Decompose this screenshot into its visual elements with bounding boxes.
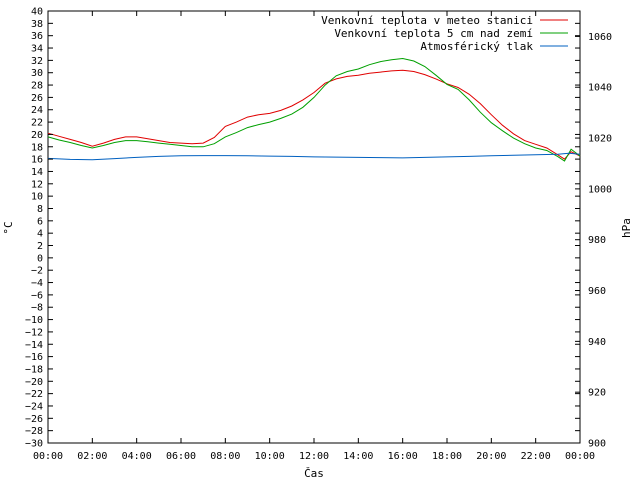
x-tick-label: 10:00 — [255, 451, 285, 462]
y-tick-label: 12 — [31, 179, 43, 190]
y-tick-label: 8 — [37, 204, 43, 215]
y-tick-label: 38 — [31, 19, 43, 30]
y-tick-label: −6 — [31, 290, 43, 301]
x-tick-label: 00:00 — [565, 451, 595, 462]
x-tick-label: 22:00 — [521, 451, 551, 462]
y-tick-label: −14 — [25, 340, 43, 351]
y-tick-label: 22 — [31, 118, 43, 129]
axis-ticks: 4038363432302826242220181614121086420−2−… — [25, 7, 612, 463]
y-tick-label: 0 — [37, 253, 43, 264]
y-tick-label: 18 — [31, 142, 43, 153]
x-tick-label: 18:00 — [432, 451, 462, 462]
x-tick-label: 02:00 — [77, 451, 107, 462]
legend-label: Venkovní teplota v meteo stanici — [321, 14, 533, 27]
x-tick-label: 16:00 — [388, 451, 418, 462]
y-tick-label: −12 — [25, 327, 43, 338]
y-tick-label: −4 — [31, 278, 43, 289]
y-tick-label: −28 — [25, 426, 43, 437]
y-tick-label: 4 — [37, 229, 43, 240]
y-tick-label: 34 — [31, 44, 43, 55]
y2-axis-title: hPa — [620, 218, 633, 238]
y-tick-label: −22 — [25, 389, 43, 400]
series-line-3 — [47, 152, 581, 161]
y2-tick-label: 920 — [588, 388, 606, 399]
x-tick-label: 04:00 — [122, 451, 152, 462]
y-tick-label: 2 — [37, 241, 43, 252]
y-tick-label: 6 — [37, 216, 43, 227]
y-tick-label: 30 — [31, 68, 43, 79]
y2-tick-label: 980 — [588, 235, 606, 246]
x-tick-label: 20:00 — [476, 451, 506, 462]
y2-tick-label: 1060 — [588, 32, 612, 43]
y-tick-label: −18 — [25, 364, 43, 375]
y2-tick-label: 960 — [588, 286, 606, 297]
y2-tick-label: 1040 — [588, 83, 612, 94]
y-tick-label: −8 — [31, 303, 43, 314]
y-tick-label: −16 — [25, 352, 43, 363]
y-tick-label: 28 — [31, 81, 43, 92]
series-line-1 — [47, 69, 581, 160]
y2-tick-label: 1020 — [588, 134, 612, 145]
x-tick-label: 00:00 — [33, 451, 63, 462]
x-tick-label: 14:00 — [343, 451, 373, 462]
y-tick-label: −24 — [25, 401, 43, 412]
y2-tick-label: 940 — [588, 337, 606, 348]
legend-label: Atmosférický tlak — [420, 40, 533, 53]
y-tick-label: −30 — [25, 439, 43, 450]
y-tick-label: 26 — [31, 93, 43, 104]
y-tick-label: 20 — [31, 130, 43, 141]
y2-tick-label: 1000 — [588, 184, 612, 195]
x-tick-label: 12:00 — [299, 451, 329, 462]
series-line-2 — [47, 57, 581, 162]
x-tick-label: 06:00 — [166, 451, 196, 462]
y-tick-label: 36 — [31, 31, 43, 42]
series-lines — [47, 57, 581, 162]
y-tick-label: 14 — [31, 167, 43, 178]
y-tick-label: 40 — [31, 7, 43, 18]
legend: Venkovní teplota v meteo staniciVenkovní… — [321, 14, 568, 53]
legend-label: Venkovní teplota 5 cm nad zemí — [334, 27, 533, 40]
y-tick-label: −10 — [25, 315, 43, 326]
y-tick-label: −2 — [31, 266, 43, 277]
y-axis-title: °C — [2, 221, 15, 234]
y-tick-label: 32 — [31, 56, 43, 67]
y-tick-label: −26 — [25, 414, 43, 425]
y2-tick-label: 900 — [588, 439, 606, 450]
y-tick-label: 10 — [31, 192, 43, 203]
x-tick-label: 08:00 — [210, 451, 240, 462]
y-tick-label: −20 — [25, 377, 43, 388]
y-tick-label: 16 — [31, 155, 43, 166]
y-tick-label: 24 — [31, 105, 43, 116]
x-axis-title: Čas — [304, 467, 324, 480]
